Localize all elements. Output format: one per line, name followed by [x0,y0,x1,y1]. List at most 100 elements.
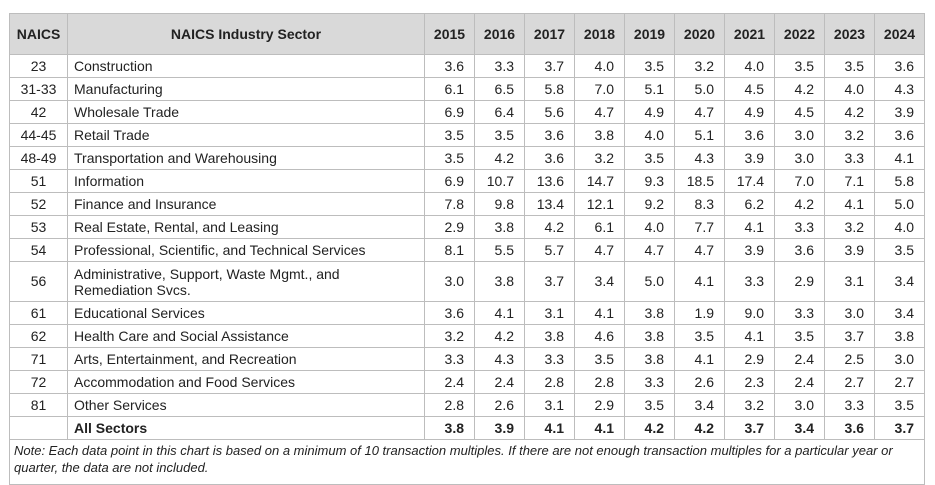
value-cell: 4.2 [474,146,525,170]
table-row: 48-49 Transportation and Warehousing 3.5 4.… [9,146,925,170]
value-cell: 3.5 [624,146,675,170]
sector-name-cell: Educational Services [67,301,425,325]
value-cell: 3.7 [874,416,925,440]
value-cell: 3.9 [724,146,775,170]
value-cell: 7.0 [574,77,625,101]
value-cell: 4.1 [524,416,575,440]
value-cell: 4.9 [724,100,775,124]
header-year: 2021 [724,13,775,55]
value-cell: 4.1 [674,261,725,302]
value-cell: 13.6 [524,169,575,193]
value-cell: 6.1 [424,77,475,101]
table-row: 42 Wholesale Trade 6.9 6.4 5.6 4.7 4.9 4.7 4.9 4.… [9,100,925,124]
value-cell: 4.1 [574,416,625,440]
sector-multiples-table: NAICS NAICS Industry Sector 2015 2016 2017… [9,13,925,485]
naics-code-cell: 54 [9,238,68,262]
value-cell: 2.9 [774,261,825,302]
header-year: 2018 [574,13,625,55]
naics-code-cell: 72 [9,370,68,394]
table-row: 56 Administrative, Support, Waste Mgmt., … [9,261,925,302]
value-cell: 4.2 [774,77,825,101]
value-cell: 6.9 [424,100,475,124]
value-cell: 3.0 [424,261,475,302]
value-cell: 6.5 [474,77,525,101]
naics-code-cell: 23 [9,54,68,78]
naics-code-cell [9,416,68,440]
value-cell: 3.0 [774,393,825,417]
value-cell: 3.3 [774,215,825,239]
table-body: 23 Construction 3.6 3.3 3.7 4.0 3.5 3.2 4.0 3.5 3.… [9,54,925,440]
value-cell: 3.9 [474,416,525,440]
value-cell: 4.1 [874,146,925,170]
value-cell: 18.5 [674,169,725,193]
value-cell: 3.8 [524,324,575,348]
value-cell: 3.4 [674,393,725,417]
value-cell: 5.6 [524,100,575,124]
header-year: 2024 [874,13,925,55]
value-cell: 9.2 [624,192,675,216]
naics-code-cell: 44-45 [9,123,68,147]
value-cell: 3.3 [774,301,825,325]
table-row: 72 Accommodation and Food Services 2.4 2.4 2… [9,370,925,394]
header-year: 2016 [474,13,525,55]
value-cell: 3.4 [774,416,825,440]
value-cell: 3.8 [424,416,475,440]
value-cell: 4.2 [524,215,575,239]
value-cell: 5.7 [524,238,575,262]
sector-name-cell: Finance and Insurance [67,192,425,216]
value-cell: 2.8 [524,370,575,394]
value-cell: 6.9 [424,169,475,193]
value-cell: 6.4 [474,100,525,124]
table-row: 51 Information 6.9 10.7 13.6 14.7 9.3 18.5 17.4 7… [9,169,925,193]
value-cell: 5.5 [474,238,525,262]
value-cell: 3.6 [724,123,775,147]
value-cell: 4.7 [574,238,625,262]
table-row: 81 Other Services 2.8 2.6 3.1 2.9 3.5 3.4 3.2 3.0… [9,393,925,417]
value-cell: 7.1 [824,169,875,193]
sector-name-cell: Wholesale Trade [67,100,425,124]
value-cell: 2.3 [724,370,775,394]
value-cell: 4.7 [574,100,625,124]
header-sector: NAICS Industry Sector [67,13,425,55]
value-cell: 5.8 [524,77,575,101]
value-cell: 4.0 [724,54,775,78]
value-cell: 2.4 [774,347,825,371]
value-cell: 2.9 [424,215,475,239]
value-cell: 4.1 [824,192,875,216]
value-cell: 3.4 [574,261,625,302]
value-cell: 17.4 [724,169,775,193]
value-cell: 2.8 [574,370,625,394]
value-cell: 3.3 [474,54,525,78]
sector-name-cell: Arts, Entertainment, and Recreation [67,347,425,371]
value-cell: 3.3 [524,347,575,371]
value-cell: 3.5 [674,324,725,348]
value-cell: 3.6 [424,54,475,78]
value-cell: 13.4 [524,192,575,216]
value-cell: 2.4 [424,370,475,394]
sector-name-cell: Other Services [67,393,425,417]
naics-code-cell: 62 [9,324,68,348]
value-cell: 3.9 [874,100,925,124]
header-row: NAICS NAICS Industry Sector 2015 2016 2017… [9,13,925,55]
header-year: 2017 [524,13,575,55]
value-cell: 3.1 [824,261,875,302]
value-cell: 2.9 [724,347,775,371]
value-cell: 4.2 [824,100,875,124]
sector-name-cell: Professional, Scientific, and Technical … [67,238,425,262]
value-cell: 3.6 [824,416,875,440]
sector-name-cell: Administrative, Support, Waste Mgmt., an… [67,261,425,302]
value-cell: 3.8 [474,215,525,239]
value-cell: 3.2 [424,324,475,348]
value-cell: 3.7 [824,324,875,348]
value-cell: 3.1 [524,301,575,325]
value-cell: 9.8 [474,192,525,216]
value-cell: 8.3 [674,192,725,216]
value-cell: 4.0 [574,54,625,78]
value-cell: 8.1 [424,238,475,262]
table-row: 52 Finance and Insurance 7.8 9.8 13.4 12.1 9.2… [9,192,925,216]
value-cell: 3.8 [624,324,675,348]
value-cell: 3.8 [874,324,925,348]
value-cell: 3.8 [474,261,525,302]
sector-name-cell: Retail Trade [67,123,425,147]
naics-code-cell: 52 [9,192,68,216]
